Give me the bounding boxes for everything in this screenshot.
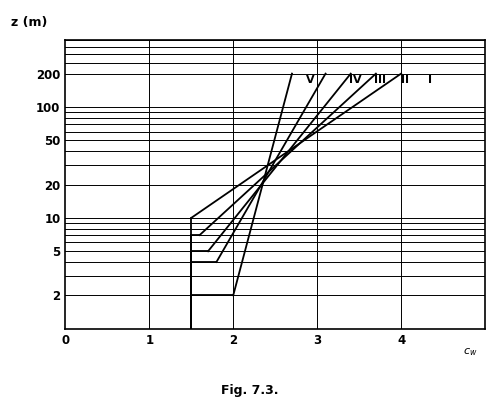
Text: II: II: [402, 75, 409, 85]
Text: III: III: [374, 75, 386, 85]
Text: IV: IV: [348, 75, 361, 85]
Text: z (m): z (m): [11, 16, 47, 29]
Text: $c_w$: $c_w$: [462, 346, 477, 358]
Text: I: I: [428, 75, 432, 85]
Text: V: V: [306, 75, 314, 85]
Text: Fig. 7.3.: Fig. 7.3.: [221, 384, 279, 397]
